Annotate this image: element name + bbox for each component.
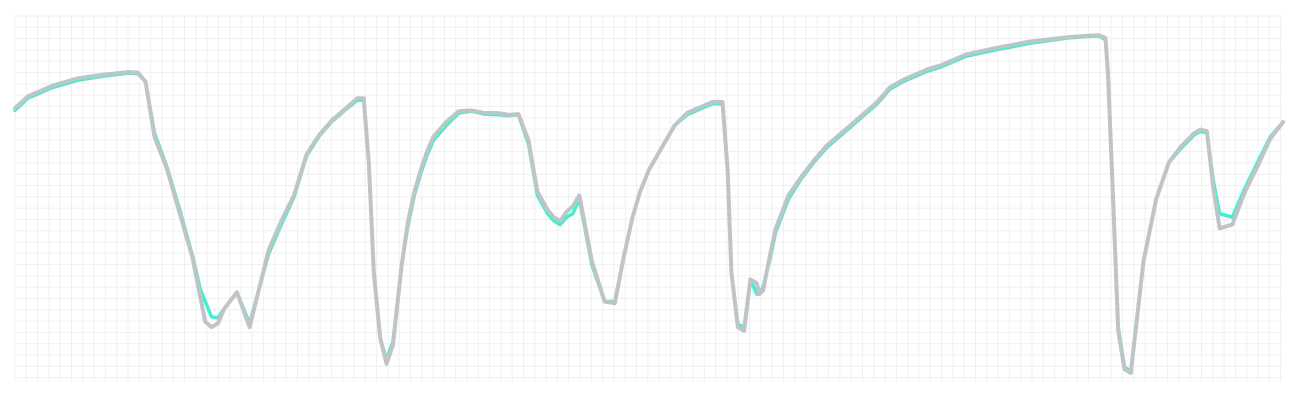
chart-grid — [14, 15, 1283, 382]
series-line-2 — [13, 33, 1285, 375]
chart-series — [13, 33, 1285, 375]
